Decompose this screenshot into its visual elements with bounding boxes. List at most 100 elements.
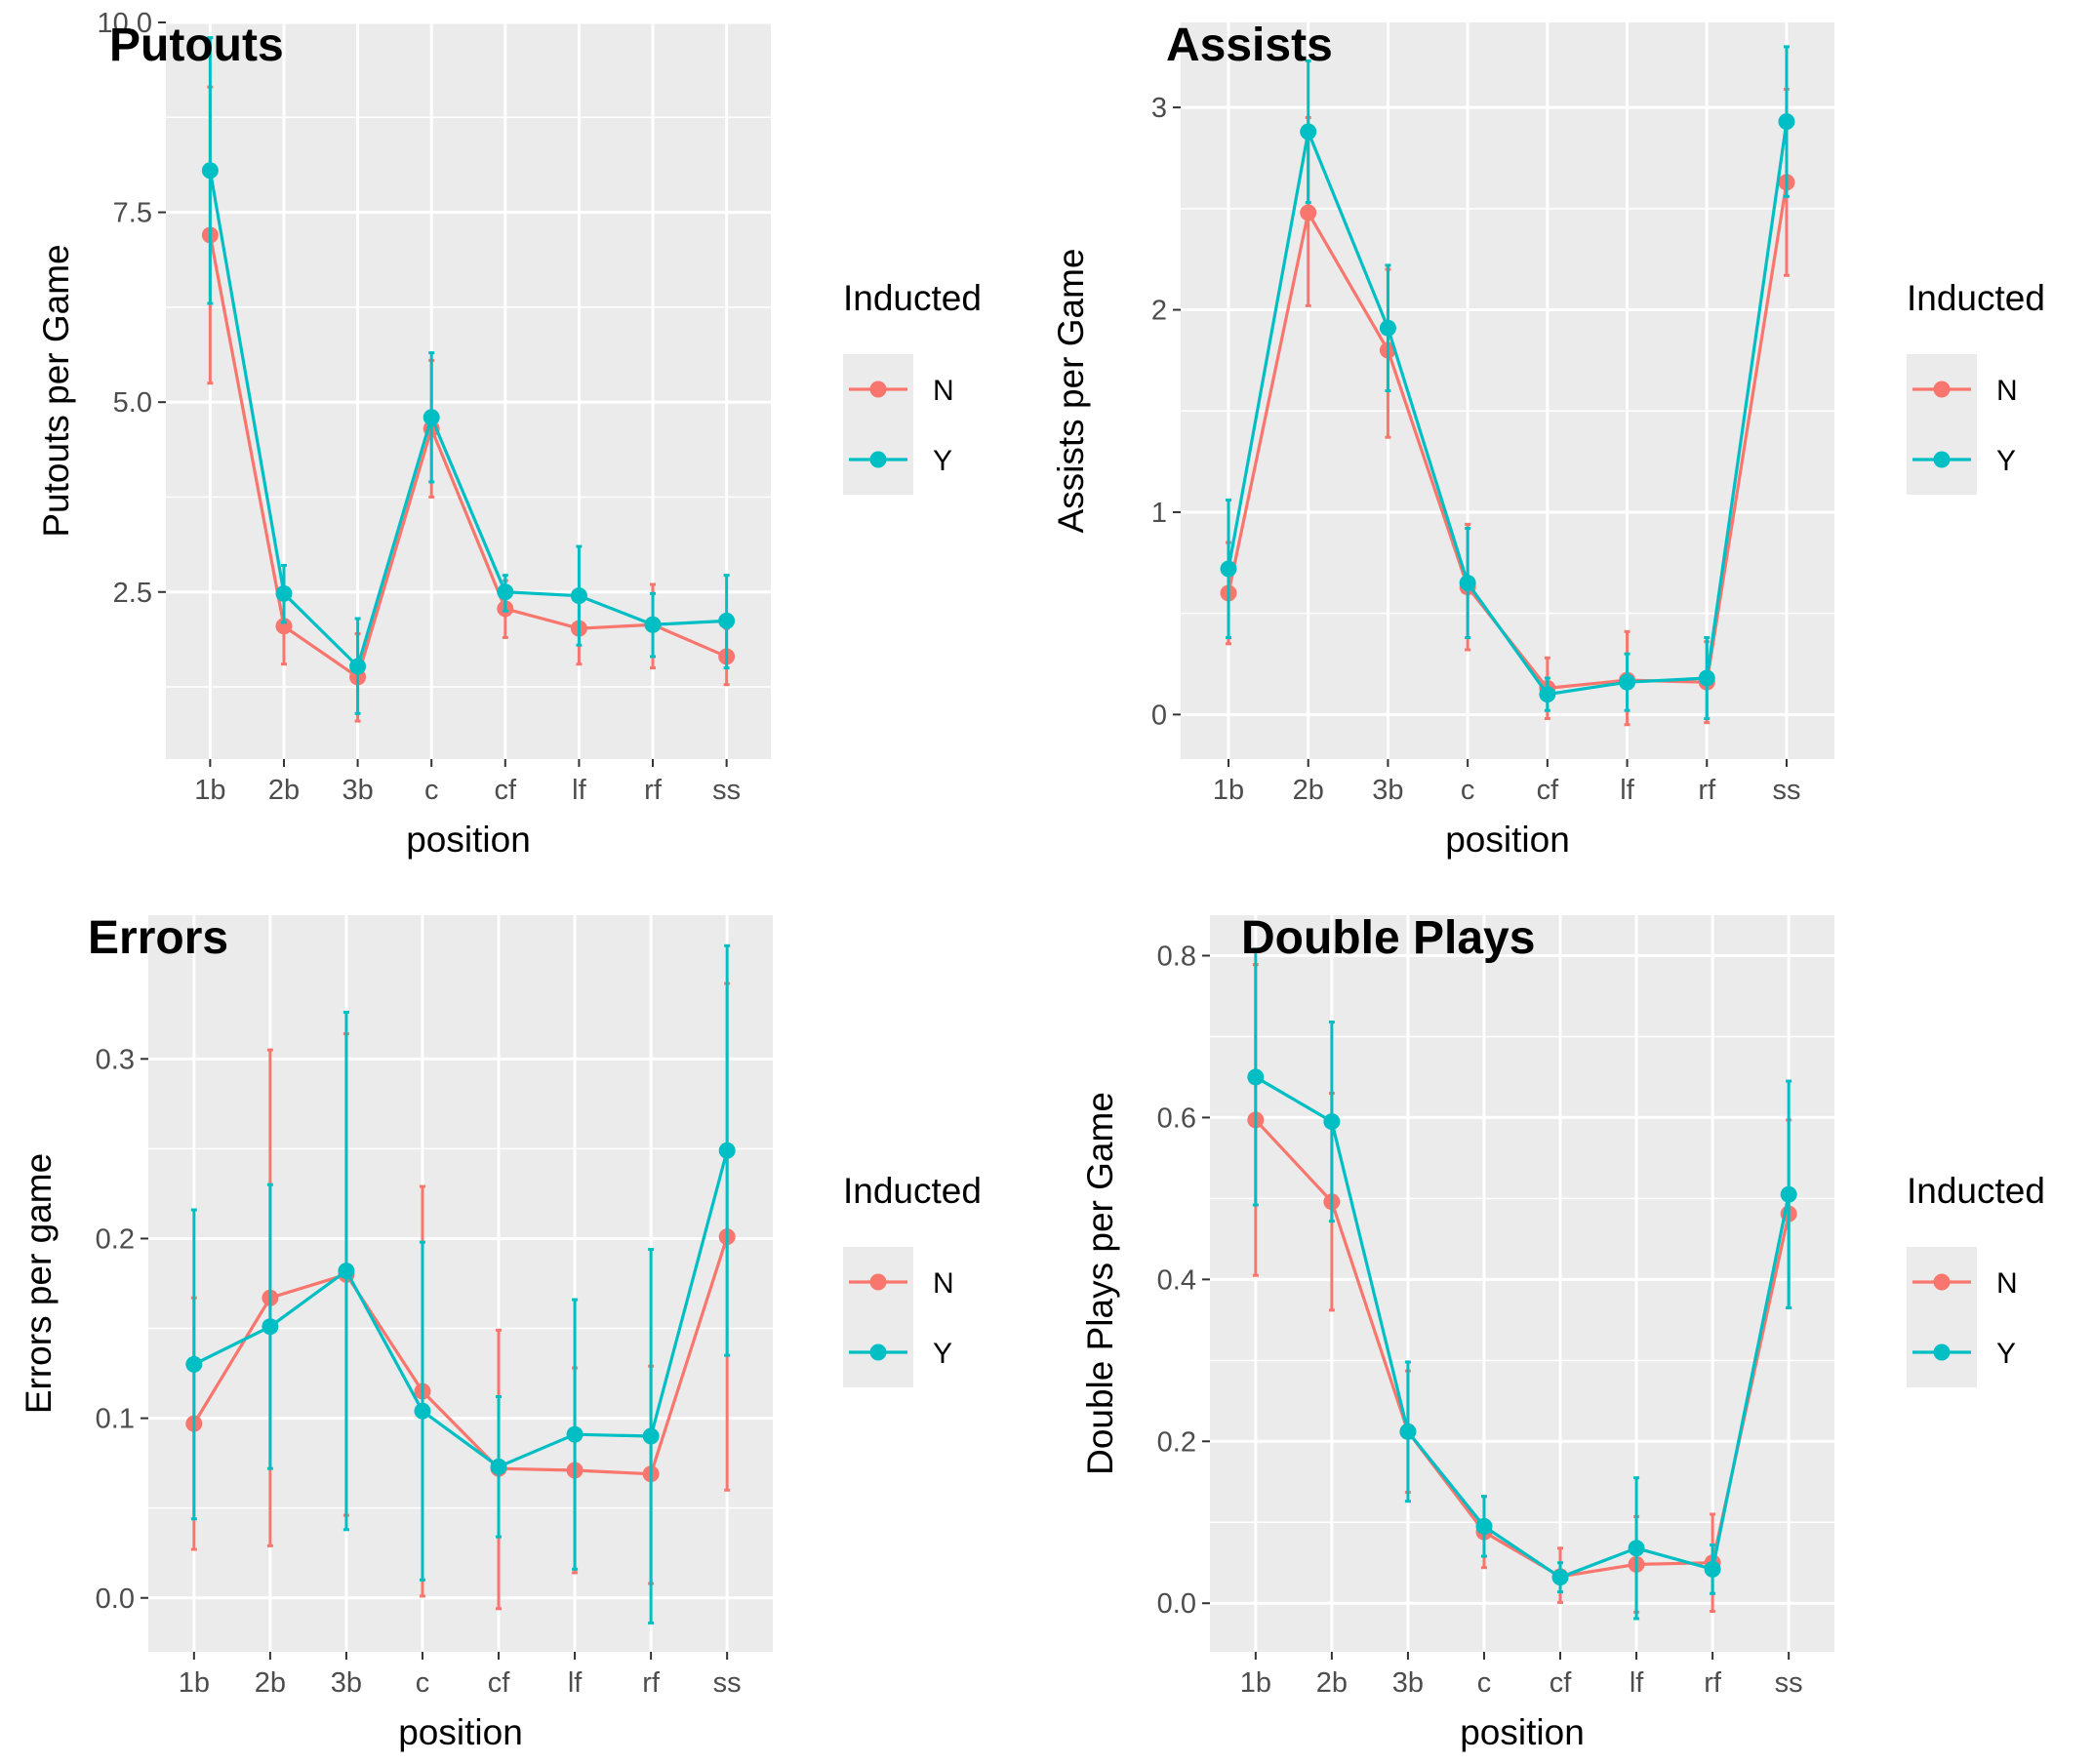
x-tick-label: c: [424, 775, 439, 806]
legend: Inducted N Y: [843, 1171, 982, 1387]
series-line: [208, 234, 728, 680]
legend-label-Y: Y: [933, 445, 952, 477]
x-tick-label: cf: [1550, 1667, 1573, 1699]
panel-background: [166, 22, 771, 759]
legend: Inducted N Y: [1907, 1171, 2045, 1387]
data-point: [1698, 669, 1715, 687]
chart-panel-2: 0.0 0.1 0.2 0.3 1b 2b 3b c cf lf rf ss position Error…: [19, 912, 982, 1752]
legend: Inducted N Y: [843, 278, 982, 495]
panel-background: [1210, 915, 1834, 1652]
data-point: [644, 616, 662, 633]
data-point: [1247, 1068, 1265, 1086]
data-point: [349, 658, 367, 675]
legend-label-N: N: [933, 1267, 954, 1300]
x-tick-label: ss: [1775, 1667, 1803, 1699]
x-tick-label: 2b: [1293, 775, 1324, 806]
legend-key-point: [1933, 381, 1951, 398]
x-tick-label: cf: [495, 775, 518, 806]
legend: Inducted N Y: [1907, 278, 2045, 495]
data-point: [201, 162, 219, 180]
data-point: [1300, 123, 1317, 140]
y-tick-label: 5.0: [113, 387, 152, 419]
data-point: [1780, 1185, 1797, 1203]
x-tick-label: lf: [1630, 1667, 1644, 1699]
panel-background: [1181, 22, 1834, 759]
x-tick-label: rf: [642, 1667, 661, 1699]
series-line: [1227, 121, 1789, 697]
y-axis-title: Errors per game: [19, 1153, 59, 1414]
x-tick-label: 2b: [255, 1667, 286, 1699]
legend-key-point: [1933, 451, 1951, 468]
data-point: [642, 1427, 660, 1445]
data-point: [490, 1458, 507, 1475]
x-tick-label: ss: [1772, 775, 1800, 806]
x-tick-label: c: [416, 1667, 430, 1699]
x-tick-label: lf: [1620, 775, 1634, 806]
x-axis-title: position: [1445, 820, 1570, 860]
data-point: [414, 1402, 431, 1420]
series-Y: [1247, 947, 1797, 1621]
y-tick-label: 0.3: [96, 1044, 135, 1075]
series-Y: [1220, 45, 1795, 721]
legend-title: Inducted: [1907, 278, 2045, 318]
x-tick-label: 1b: [194, 775, 225, 806]
data-point: [1379, 319, 1396, 337]
x-tick-label: 3b: [331, 1667, 362, 1699]
y-tick-label: 0.8: [1157, 941, 1196, 972]
y-tick-label: 0.0: [1157, 1588, 1196, 1620]
data-point: [1704, 1560, 1721, 1578]
legend-key-point: [869, 451, 887, 468]
x-tick-label: c: [1477, 1667, 1492, 1699]
data-point: [1459, 575, 1476, 592]
chart-panel-1: 0 1 2 3 1b 2b 3b c cf lf rf ss position Assists per G…: [1051, 20, 2045, 860]
series-line: [1255, 1075, 1791, 1580]
legend-key-point: [869, 1273, 887, 1291]
x-tick-label: 3b: [1392, 1667, 1424, 1699]
series-Y: [185, 943, 736, 1625]
legend-title: Inducted: [843, 1171, 982, 1211]
y-axis-title: Double Plays per Game: [1080, 1092, 1120, 1475]
legend-label-Y: Y: [1996, 1338, 2016, 1370]
y-tick-label: 0.1: [96, 1404, 135, 1435]
data-point: [1323, 1113, 1341, 1131]
panel-title: Putouts: [109, 20, 284, 71]
data-point: [1220, 560, 1237, 578]
data-point: [1628, 1540, 1645, 1557]
x-tick-label: rf: [1698, 775, 1716, 806]
series-line: [208, 170, 727, 670]
y-tick-label: 2: [1151, 296, 1167, 327]
y-tick-label: 0.4: [1157, 1264, 1196, 1296]
series-line: [193, 1149, 729, 1469]
data-point: [185, 1355, 203, 1373]
chart-panel-3: 0.0 0.2 0.4 0.6 0.8 1b 2b 3b c cf lf rf ss position Do…: [1080, 912, 2045, 1752]
data-point: [570, 587, 587, 605]
data-point: [566, 1425, 584, 1443]
legend-title: Inducted: [843, 278, 982, 318]
data-point: [1551, 1569, 1569, 1586]
data-point: [275, 584, 293, 602]
panel-title: Assists: [1166, 20, 1333, 71]
x-axis-title: position: [1460, 1712, 1585, 1752]
x-tick-label: 1b: [179, 1667, 210, 1699]
data-point: [1475, 1517, 1493, 1535]
panel-title: Double Plays: [1241, 912, 1535, 964]
x-tick-label: 2b: [1316, 1667, 1348, 1699]
data-point: [1619, 673, 1636, 691]
x-tick-label: 1b: [1240, 1667, 1271, 1699]
data-point: [718, 612, 736, 629]
series-line: [1254, 1118, 1791, 1579]
data-point: [423, 409, 440, 426]
x-tick-label: lf: [568, 1667, 583, 1699]
x-tick-label: 1b: [1213, 775, 1244, 806]
y-tick-label: 0.2: [96, 1223, 135, 1255]
chart-panel-0: 2.5 5.0 7.5 10.0 1b 2b 3b c cf lf rf ss position Puto…: [36, 8, 982, 860]
y-tick-label: 0: [1151, 700, 1167, 731]
x-tick-label: c: [1461, 775, 1475, 806]
data-point: [262, 1318, 279, 1336]
x-tick-label: 3b: [342, 775, 373, 806]
y-tick-label: 0.0: [96, 1584, 135, 1615]
panel-background: [148, 915, 773, 1652]
legend-title: Inducted: [1907, 1171, 2045, 1211]
legend-label-Y: Y: [1996, 445, 2016, 477]
